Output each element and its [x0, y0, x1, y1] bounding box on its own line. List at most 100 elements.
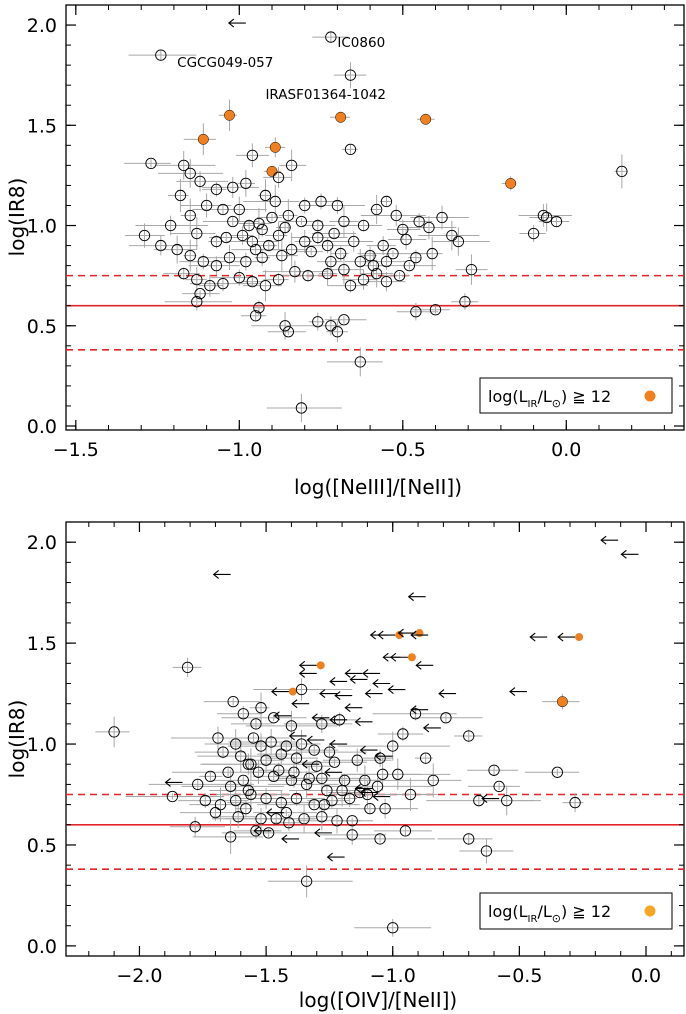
galaxy-point: [426, 247, 438, 260]
galaxy-point: [316, 811, 328, 823]
galaxy-point: [285, 774, 298, 787]
galaxy-point: [197, 255, 209, 268]
ulirg-point: [556, 696, 568, 708]
galaxy-point: [380, 255, 393, 268]
galaxy-point: [223, 251, 236, 264]
x-tick-label: −0.5: [496, 965, 542, 987]
galaxy-point: [344, 69, 357, 81]
galaxy-point: [298, 813, 310, 825]
galaxy-point: [191, 227, 203, 240]
galaxy-point: [299, 199, 311, 212]
galaxy-point: [325, 255, 337, 268]
y-tick-label: 1.0: [27, 216, 57, 238]
x-tick-label: −1.5: [53, 439, 99, 461]
galaxy-point: [184, 167, 196, 180]
galaxy-point: [371, 780, 384, 793]
galaxy-point: [192, 778, 204, 791]
galaxy-point: [488, 764, 500, 776]
galaxy-point: [273, 764, 285, 776]
galaxy-point: [344, 143, 357, 155]
galaxy-point: [237, 708, 249, 720]
galaxy-point: [344, 280, 357, 292]
galaxy-point: [390, 209, 402, 222]
galaxy-point: [354, 255, 366, 268]
upper-limit-arrow: [359, 745, 378, 755]
galaxy-point: [344, 792, 356, 805]
galaxy-point: [346, 829, 358, 841]
galaxy-point: [246, 235, 259, 248]
upper-limit-arrow: [600, 535, 619, 545]
galaxy-point: [256, 223, 268, 236]
upper-limit-arrow: [311, 713, 330, 723]
galaxy-point: [260, 792, 272, 805]
galaxy-point: [272, 229, 285, 242]
legend-label: log(LIR/L⊙) ≧ 12: [488, 387, 611, 410]
y-tick-label: 2.0: [27, 532, 57, 554]
galaxy-point: [138, 229, 151, 242]
galaxy-point: [335, 247, 347, 260]
upper-limit-arrow: [298, 668, 317, 678]
galaxy-point: [420, 752, 432, 764]
galaxy-point: [397, 223, 409, 236]
galaxy-point: [311, 760, 323, 772]
legend-marker: [644, 905, 656, 917]
galaxy-point: [210, 259, 223, 272]
y-tick-label: 1.5: [27, 633, 57, 655]
x-tick-label: −1.0: [216, 439, 262, 461]
upper-limit-arrow: [410, 630, 429, 640]
galaxy-point: [527, 227, 540, 240]
galaxy-point: [189, 821, 201, 833]
galaxy-point: [250, 718, 262, 730]
galaxy-point: [338, 314, 350, 326]
upper-limit-arrow: [273, 711, 292, 721]
axis-ticks: −2.0 −1.5 −1.0 −0.5 0.0 0.0 0.5 1.0 1.5 2.0: [27, 521, 684, 987]
galaxy-point: [569, 796, 581, 809]
galaxy-point: [285, 159, 298, 172]
galaxy-point: [331, 815, 343, 827]
upper-limit-arrow: [415, 660, 434, 670]
galaxy-point: [253, 302, 265, 314]
galaxy-point: [255, 813, 267, 825]
galaxy-point: [204, 280, 216, 292]
galaxy-point: [325, 31, 337, 43]
y-tick-label: 2.0: [27, 15, 57, 37]
galaxy-point: [259, 189, 272, 202]
galaxy-point: [272, 171, 285, 184]
ulirg-point: [420, 113, 432, 125]
galaxy-point: [212, 732, 224, 744]
galaxy-point: [204, 770, 217, 782]
galaxy-point: [282, 326, 294, 338]
galaxy-point: [473, 794, 485, 807]
galaxy-point: [266, 211, 278, 224]
galaxy-point: [380, 276, 393, 288]
galaxy-point: [217, 203, 229, 216]
galaxy-point: [155, 49, 167, 61]
galaxy-point: [164, 219, 177, 232]
galaxy-point: [285, 720, 298, 732]
galaxy-point: [331, 199, 344, 212]
galaxy-point: [427, 774, 439, 787]
galaxy-point: [295, 402, 308, 414]
upper-limit-arrow: [372, 679, 391, 688]
galaxy-point: [465, 263, 478, 276]
y-tick-label: 1.0: [27, 734, 57, 756]
upper-limit-arrow: [387, 685, 406, 694]
galaxy-point: [276, 249, 288, 262]
galaxy-point: [387, 247, 399, 260]
galaxy-point: [354, 356, 366, 368]
ulirg-upper-limit-arrow: [557, 632, 584, 642]
galaxy-point: [155, 239, 167, 252]
galaxy-point: [321, 267, 334, 280]
galaxy-point: [232, 811, 244, 823]
galaxy-point: [323, 746, 336, 758]
upper-limit-arrow: [349, 675, 368, 684]
galaxy-point: [171, 243, 183, 256]
galaxy-point: [230, 794, 242, 807]
galaxy-point: [255, 702, 267, 714]
legend-box: [479, 377, 673, 414]
galaxy-point: [312, 231, 324, 244]
ulirg-upper-limit-arrow: [397, 628, 424, 638]
galaxy-point: [295, 683, 308, 696]
galaxy-point: [397, 728, 409, 740]
galaxy-point: [275, 796, 287, 809]
